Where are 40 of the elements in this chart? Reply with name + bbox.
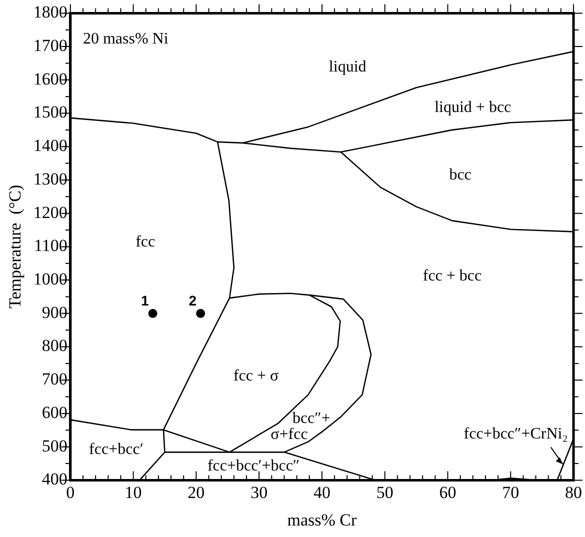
annotation: σ+fcc [270, 426, 308, 444]
y-tick-label: 1600 [33, 69, 68, 88]
y-tick-label: 1500 [33, 102, 68, 122]
y-tick-label: 700 [42, 370, 68, 389]
annotation: liquid [328, 58, 366, 76]
y-tick-label: 800 [42, 336, 68, 356]
x-tick-label: 10 [124, 482, 142, 502]
annotation: liquid + bcc [434, 99, 512, 116]
x-tick-label: 0 [66, 482, 75, 502]
annotation: fcc+bcc″+CrNi₂ [464, 425, 568, 442]
annotation: 20 mass% Ni [82, 30, 169, 48]
y-tick-label: 1000 [33, 270, 68, 289]
annotation: fcc+bcc′ [89, 441, 144, 458]
y-tick-label: 1200 [33, 202, 68, 222]
x-tick-label: 50 [376, 482, 394, 502]
series-label: 2 [188, 292, 197, 308]
y-axis-title: Temperature (°C) [6, 184, 25, 309]
x-tick-label: 20 [188, 482, 205, 502]
annotation: bcc″+ [292, 410, 330, 428]
x-tick-label: 30 [250, 482, 268, 502]
x-axis-title: mass% Cr [287, 510, 357, 530]
y-tick-label: 1400 [33, 136, 68, 156]
x-tick-label: 40 [313, 482, 330, 502]
y-tick-label: 400 [42, 470, 68, 489]
x-tick-label: 60 [439, 482, 456, 502]
y-tick-label: 1100 [34, 236, 68, 256]
x-tick-label: 70 [502, 482, 520, 502]
annotation: fcc [136, 234, 156, 251]
y-tick-label: 1700 [33, 36, 68, 56]
annotation: fcc + bcc [422, 267, 482, 284]
annotation: fcc + σ [233, 368, 280, 385]
y-tick-label: 900 [42, 302, 68, 322]
y-tick-label: 1800 [33, 2, 68, 22]
annotation: bcc [449, 166, 472, 184]
y-tick-label: 500 [42, 436, 68, 456]
annotation: fcc+bcc′+bcc″ [207, 457, 300, 474]
y-tick-label: 1300 [33, 169, 68, 188]
series-label: 1 [140, 292, 149, 308]
x-tick-label: 80 [565, 482, 582, 502]
y-tick-label: 600 [42, 402, 68, 422]
